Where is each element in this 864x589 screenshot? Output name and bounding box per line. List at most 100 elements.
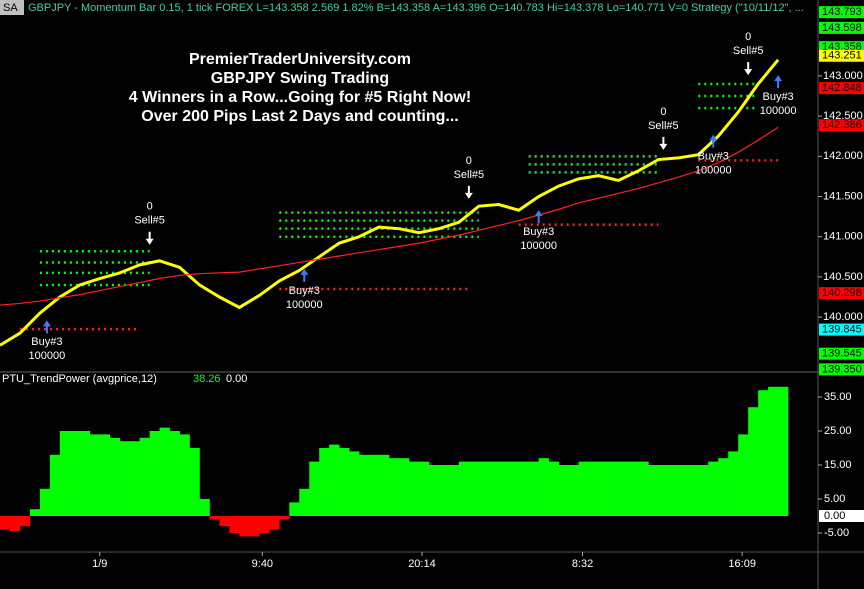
histogram-bar [159,427,170,516]
price-marker-label: 139.545 [822,348,862,360]
histogram-bar [339,448,350,516]
x-tick-label: 20:14 [408,558,436,570]
signal-arrow [464,185,473,199]
price-marker [819,21,864,34]
histogram-bar [329,444,340,516]
x-tick-label: 9:40 [252,558,273,570]
histogram-bar [359,454,370,516]
signal-label: Buy#3 [289,285,320,297]
histogram-bar [728,451,739,516]
histogram-bar [688,465,699,516]
histogram-bar [19,516,31,527]
histogram-bar [648,465,659,516]
price-marker [819,363,864,376]
histogram-bar [389,458,400,516]
signal-arrow [300,268,309,282]
zero-marker [819,510,864,522]
histogram-bar [349,451,360,516]
badge-box [0,0,24,15]
signal-arrow [774,75,783,89]
histogram-bar [588,461,599,516]
histogram-bar [279,516,290,520]
histogram-bar [738,434,749,516]
signal-label: Buy#3 [31,336,62,348]
histogram-bar [289,502,300,516]
signal-arrow [42,320,51,334]
histogram-bar [169,431,180,516]
histogram-bar [369,454,380,516]
y-tick-label: 141.000 [823,231,863,243]
histogram-bar [239,516,250,537]
price-marker [819,6,864,19]
price-marker [819,287,864,300]
price-marker-label: 139.845 [822,323,862,335]
header-title: GBPJPY - Momentum Bar 0.15, 1 tick FOREX… [28,2,804,14]
histogram-bar [149,431,160,516]
histogram-bar [418,461,430,516]
y-tick-label: 142.000 [823,150,863,162]
y-tick-label: 5.00 [824,493,845,505]
price-marker-label: 139.350 [822,363,862,375]
price-marker [819,119,864,132]
histogram-bar [209,516,220,520]
signal-label: Buy#3 [523,226,554,238]
histogram-bar [528,461,539,516]
indicator-value: 0.00 [226,373,247,385]
signal-label: Sell#5 [733,45,764,57]
price-marker [819,347,864,360]
histogram-bar [498,461,510,516]
signal-size: 0 [660,106,666,118]
overlay-line: 4 Winners in a Row...Going for #5 Right … [129,89,471,106]
histogram-bar [428,465,440,516]
histogram-bar [309,461,320,516]
signal-arrow [145,231,154,245]
series-line [0,126,779,306]
histogram-bar [628,461,639,516]
signal-size: 100000 [286,299,323,311]
y-tick-label: 15.00 [824,459,852,471]
histogram-bar [598,461,609,516]
overlay-line: Over 200 Pips Last 2 Days and counting..… [141,108,458,125]
signal-size: 0 [745,31,751,43]
histogram-bar [458,461,470,516]
histogram-bar [538,458,549,516]
histogram-bar [299,488,310,516]
histogram-bar [39,488,51,516]
histogram-bar [548,461,559,516]
histogram-bar [678,465,689,516]
signal-size: 100000 [29,350,66,362]
price-marker-label: 140.298 [822,287,862,299]
histogram-bar [119,441,130,516]
y-tick-label: 141.500 [823,190,863,202]
histogram-bar [478,461,490,516]
price-marker [819,49,864,62]
histogram-bar [109,437,121,516]
y-tick-label: 35.00 [824,391,852,403]
price-marker-label: 142.848 [822,82,862,94]
histogram-bar [249,516,260,537]
histogram-bar [49,454,61,516]
indicator-title: PTU_TrendPower (avgprice,12) [2,373,157,385]
histogram-bar [79,431,91,516]
histogram-bar [618,461,629,516]
histogram-bar [668,465,679,516]
signal-size: 0 [147,201,153,213]
histogram-bar [698,465,709,516]
histogram-bar [718,458,729,516]
histogram-bar [99,434,111,516]
histogram-bar [658,465,669,516]
y-tick-label: 140.000 [823,311,863,323]
signal-label: Sell#5 [134,215,165,227]
histogram-bar [229,516,240,533]
histogram-bar [259,516,270,533]
x-tick-label: 1/9 [92,558,107,570]
histogram-bar [179,434,190,516]
histogram-bar [269,516,280,530]
histogram-bar [409,461,420,516]
histogram-bar [139,437,150,516]
histogram-bar [219,516,230,527]
zero-marker-label: 0.00 [824,510,845,522]
signal-arrow [534,210,543,224]
histogram-bar [189,448,200,516]
